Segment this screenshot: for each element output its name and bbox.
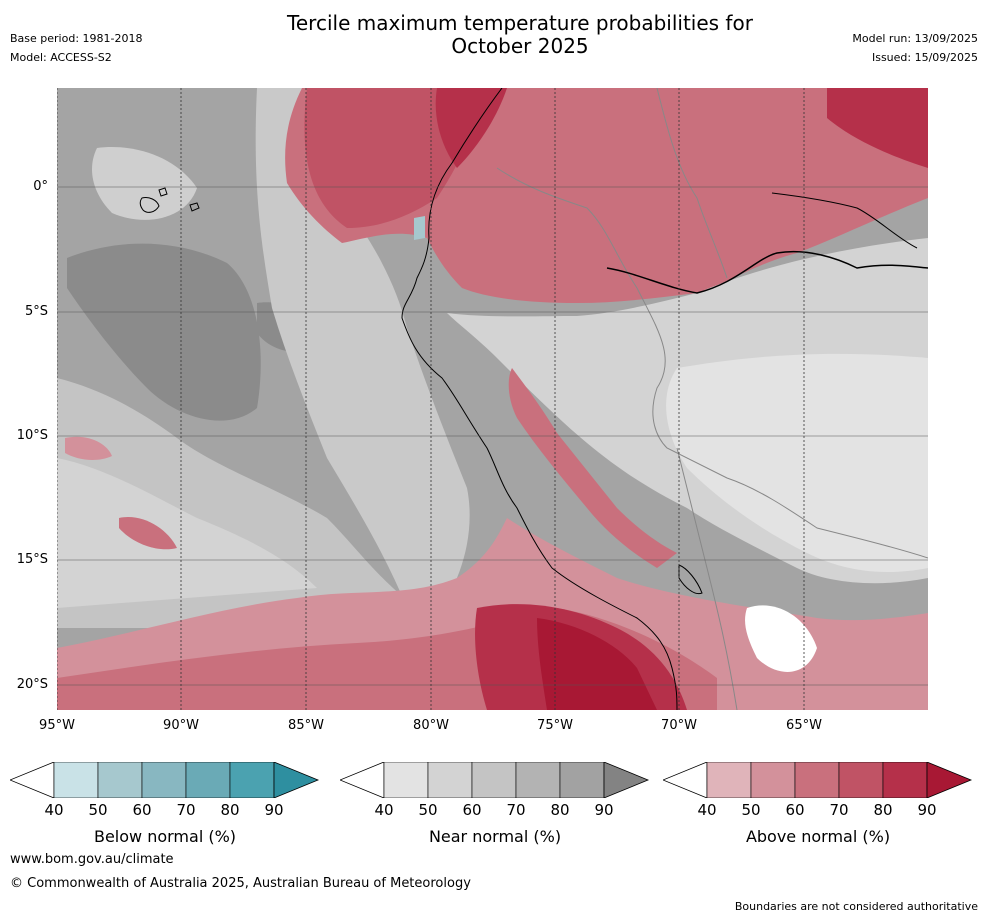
near-normal-inland-40 <box>666 353 928 573</box>
above-normal-andes <box>508 368 677 568</box>
lon-label: 80°W <box>413 718 449 733</box>
colorbar-near-svg <box>338 761 650 799</box>
colorbar-tick-label: 90 <box>917 801 937 819</box>
colorbar-tick-label: 40 <box>697 801 717 819</box>
near-normal-coastal-band <box>255 88 470 613</box>
lon-label: 65°W <box>786 718 822 733</box>
colorbar-label-near: Near normal (%) <box>428 827 562 846</box>
border <box>676 447 738 710</box>
lake-titicaca <box>678 564 703 595</box>
model-name: Model: ACCESS-S2 <box>10 51 112 64</box>
model-run: Model run: 13/09/2025 <box>852 32 978 45</box>
colorbar-segment <box>427 761 473 799</box>
colorbar-tick-label: 70 <box>506 801 526 819</box>
colorbar-segment <box>471 761 517 799</box>
title-line-2: October 2025 <box>451 34 589 58</box>
near-normal-high-region <box>67 243 261 421</box>
colorbar-segment <box>515 761 561 799</box>
map-title: Tercile maximum temperature probabilitie… <box>0 12 988 58</box>
below-normal-patch <box>414 216 425 240</box>
colorbar-tick-label: 60 <box>132 801 152 819</box>
colorbar-segment <box>706 761 752 799</box>
galapagos-island <box>158 187 168 197</box>
colorbar-max-arrow <box>603 761 650 799</box>
above-normal-patch <box>65 436 112 460</box>
colorbar-above-svg <box>661 761 973 799</box>
above-normal-patch <box>119 517 177 550</box>
lat-label: 5°S <box>24 304 48 319</box>
river <box>771 192 918 249</box>
near-normal-lighter-region <box>57 458 317 608</box>
colorbar-tick-label: 70 <box>829 801 849 819</box>
colorbar-tick-label: 40 <box>44 801 64 819</box>
colorbar-tick-label: 50 <box>741 801 761 819</box>
colorbar-segment <box>141 761 187 799</box>
issued-date: Issued: 15/09/2025 <box>871 51 978 64</box>
colorbar-tick-label: 90 <box>264 801 284 819</box>
colorbar-segment <box>559 761 605 799</box>
colorbar-min-arrow <box>8 761 55 799</box>
base-period: Base period: 1981-2018 <box>10 32 143 45</box>
colorbar-min-arrow <box>661 761 708 799</box>
footer-disclaimer: Boundaries are not considered authoritat… <box>734 900 978 913</box>
lon-label: 90°W <box>163 718 199 733</box>
colorbar-near-normal <box>338 761 650 799</box>
colorbar-ticks-near: 40 50 60 70 80 90 <box>340 801 650 821</box>
amazon-river <box>606 250 928 294</box>
lat-label: 15°S <box>16 552 48 567</box>
colorbar-below-svg <box>8 761 320 799</box>
colorbar-max-arrow <box>926 761 973 799</box>
galapagos-island <box>139 197 160 213</box>
lon-label: 75°W <box>537 718 573 733</box>
colorbar-tick-label: 70 <box>176 801 196 819</box>
colorbar-segment <box>838 761 884 799</box>
coastline <box>401 88 678 710</box>
footer-url[interactable]: www.bom.gov.au/climate <box>10 852 174 867</box>
colorbar-min-arrow <box>338 761 385 799</box>
above-normal-north-80 <box>435 88 507 168</box>
colorbar-segment <box>794 761 840 799</box>
no-signal-patch <box>745 605 817 672</box>
colorbar-segment <box>97 761 143 799</box>
lat-label: 20°S <box>16 677 48 692</box>
colorbar-tick-label: 80 <box>873 801 893 819</box>
footer-copyright: © Commonwealth of Australia 2025, Austra… <box>10 876 471 891</box>
galapagos-region <box>92 147 197 220</box>
colorbar-label-above: Above normal (%) <box>745 827 891 846</box>
colorbar-below-normal <box>8 761 320 799</box>
colorbar-segment <box>185 761 231 799</box>
border <box>496 167 928 559</box>
above-normal-south-90 <box>537 618 657 710</box>
colorbar-label-below: Below normal (%) <box>93 827 237 846</box>
map-svg <box>57 88 928 710</box>
colorbar-segment <box>750 761 796 799</box>
colorbar-ticks-above: 40 50 60 70 80 90 <box>663 801 973 821</box>
probability-map <box>57 88 928 710</box>
galapagos-island <box>189 202 200 212</box>
lon-label: 85°W <box>288 718 324 733</box>
colorbar-segment <box>882 761 928 799</box>
lon-label: 70°W <box>661 718 697 733</box>
colorbar-tick-label: 40 <box>374 801 394 819</box>
colorbar-tick-label: 80 <box>220 801 240 819</box>
colorbar-ticks-below: 40 50 60 70 80 90 <box>10 801 320 821</box>
above-normal-ne-80 <box>827 88 928 168</box>
colorbar-tick-label: 50 <box>418 801 438 819</box>
colorbar-max-arrow <box>273 761 320 799</box>
lon-label: 95°W <box>39 718 75 733</box>
colorbar-segment <box>53 761 99 799</box>
colorbar-segment <box>229 761 275 799</box>
border <box>656 88 728 279</box>
colorbar-segment <box>383 761 429 799</box>
lat-label: 0° <box>33 179 48 194</box>
colorbar-tick-label: 90 <box>594 801 614 819</box>
colorbar-tick-label: 50 <box>88 801 108 819</box>
colorbar-tick-label: 60 <box>462 801 482 819</box>
lat-label: 10°S <box>16 428 48 443</box>
title-line-1: Tercile maximum temperature probabilitie… <box>287 11 753 35</box>
colorbar-tick-label: 80 <box>550 801 570 819</box>
colorbar-tick-label: 60 <box>785 801 805 819</box>
colorbar-above-normal <box>661 761 973 799</box>
